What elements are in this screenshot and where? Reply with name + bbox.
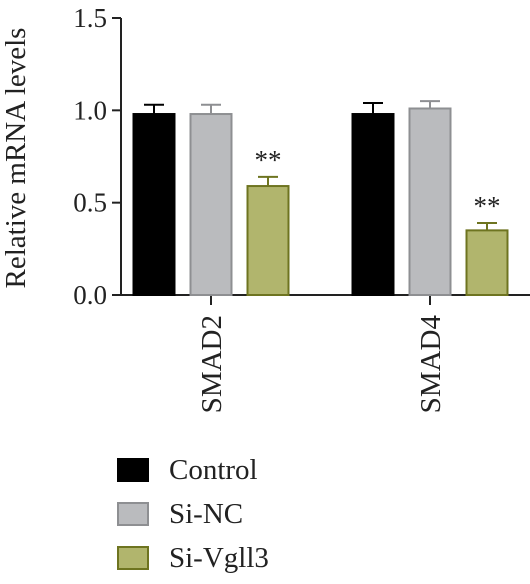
bar-si-nc [189,113,233,296]
legend: Control Si-NC Si-Vgll3 [117,448,269,580]
y-axis-label: Relative mRNA levels [0,28,32,289]
x-tick-label: SMAD4 [415,315,447,414]
y-tick-label: 1.0 [73,95,107,125]
bar-si-nc [408,107,452,296]
legend-item-si-nc: Si-NC [117,492,269,536]
legend-swatch-si-nc [117,502,149,526]
bar-control [351,113,395,296]
y-tick-label: 0.5 [73,188,107,218]
legend-item-control: Control [117,448,269,492]
x-axis: SMAD2 SMAD4 [121,294,530,414]
legend-item-si-vgll3: Si-Vgll3 [117,536,269,580]
bar-control [132,113,176,296]
legend-swatch-si-vgll3 [117,546,149,570]
y-axis: 0.0 0.5 1.0 1.5 [73,3,122,310]
bar-si-vgll3 [246,185,290,296]
bar-chart: 0.0 0.5 1.0 1.5 SMAD2 SMAD4 ** ** Relative mR… [0,3,530,414]
legend-label-si-vgll3: Si-Vgll3 [169,541,269,574]
legend-label-control: Control [169,453,258,486]
significance-label: ** [474,191,501,221]
legend-label-si-nc: Si-NC [169,497,244,530]
y-tick-label: 0.0 [73,280,107,310]
bar-si-vgll3 [465,229,509,296]
bars: ** ** [132,100,509,296]
legend-swatch-control [117,458,149,482]
y-tick-label: 1.5 [73,3,107,33]
x-tick-label: SMAD2 [196,315,228,413]
significance-label: ** [255,145,282,175]
